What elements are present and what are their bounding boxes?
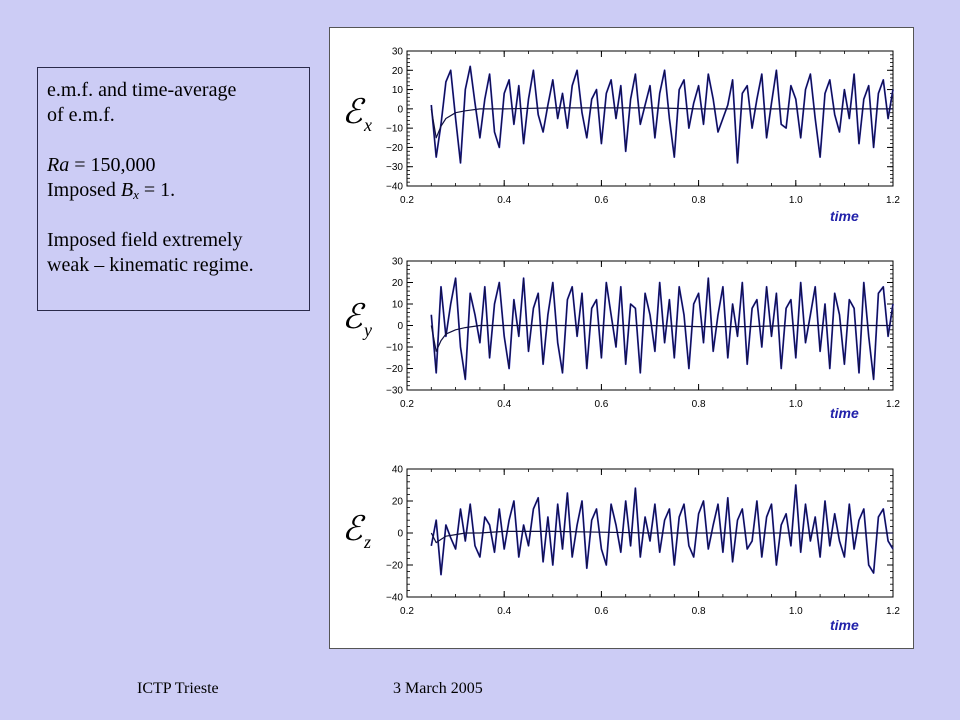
footer-location: ICTP Trieste bbox=[137, 680, 219, 697]
imposed-subscript: x bbox=[133, 187, 139, 202]
chart-2-xtick-label: 1.0 bbox=[789, 399, 803, 410]
chart-1-ytick-label: 10 bbox=[392, 85, 404, 96]
chart-2-ytick-label: −30 bbox=[386, 386, 403, 397]
chart-1-frame bbox=[406, 50, 894, 187]
imposed-value: = 1. bbox=[138, 179, 176, 201]
chart-2-average-line bbox=[430, 324, 893, 352]
chart-3-xtick-label: 0.4 bbox=[497, 606, 511, 617]
imposed-field: Imposed Bx = 1. bbox=[47, 178, 309, 203]
chart-2-xtick-label: 0.4 bbox=[497, 399, 511, 410]
chart-2-xlabel: time bbox=[830, 405, 859, 421]
footer-date: 3 March 2005 bbox=[393, 680, 483, 697]
chart-3-ytick-label: 20 bbox=[392, 497, 404, 508]
chart-3-xtick-label: 0.2 bbox=[400, 606, 414, 617]
chart-2-ytick-label: 0 bbox=[397, 321, 403, 332]
rayleigh-value: = 150,000 bbox=[69, 154, 156, 176]
chart-1-ytick-label: 30 bbox=[392, 47, 404, 58]
rayleigh-number: Ra = 150,000 bbox=[47, 153, 309, 178]
chart-1-xtick-label: 0.8 bbox=[692, 195, 706, 206]
chart-2-ytick-label: 30 bbox=[392, 257, 404, 268]
imposed-symbol: B bbox=[120, 179, 134, 201]
chart-2-ytick-label: 20 bbox=[392, 278, 404, 289]
chart-1-ylabel-subscript: x bbox=[363, 115, 372, 135]
imposed-prefix: Imposed bbox=[47, 179, 121, 201]
description-gap-2 bbox=[47, 203, 309, 228]
chart-3-ytick-label: 40 bbox=[392, 465, 404, 476]
rayleigh-symbol: Ra bbox=[47, 154, 70, 176]
chart-1-xlabel: time bbox=[830, 208, 859, 224]
chart-1-ytick-label: −10 bbox=[386, 124, 403, 135]
description-line-1: e.m.f. and time-average bbox=[47, 79, 237, 101]
chart-2-emf-line bbox=[430, 277, 894, 380]
chart-1-emf-line bbox=[430, 65, 894, 164]
chart-3-xtick-label: 0.6 bbox=[594, 606, 608, 617]
description-line-6: weak – kinematic regime. bbox=[47, 254, 254, 276]
chart-3-ytick-label: 0 bbox=[397, 529, 403, 540]
plots-svg: 0.2 0.4 0.6 0.8 1.0 1.2 30 20 10 0 −10 −20 −30 −40 ℰ x t… bbox=[342, 47, 900, 634]
chart-3-xtick-label: 0.8 bbox=[692, 606, 706, 617]
chart-1-ytick-label: −30 bbox=[386, 162, 403, 173]
chart-2-xtick-label: 0.6 bbox=[594, 399, 608, 410]
chart-3-xtick-label: 1.0 bbox=[789, 606, 803, 617]
chart-3-ylabel-subscript: z bbox=[363, 532, 371, 552]
description-line-2: of e.m.f. bbox=[47, 104, 115, 126]
chart-2-ytick-label: −10 bbox=[386, 343, 403, 354]
chart-2-xtick-label: 0.2 bbox=[400, 399, 414, 410]
chart-3-xlabel: time bbox=[830, 617, 859, 633]
chart-1-ylabel-symbol: ℰ bbox=[342, 94, 366, 131]
chart-3-ytick-label: −40 bbox=[386, 593, 403, 604]
chart-1-ytick-label: −40 bbox=[386, 182, 403, 193]
chart-3-ytick-label: −20 bbox=[386, 561, 403, 572]
chart-2-ylabel-symbol: ℰ bbox=[342, 299, 366, 336]
description-box: e.m.f. and time-average of e.m.f. Ra = 1… bbox=[37, 67, 310, 311]
chart-1-ytick-label: −20 bbox=[386, 143, 403, 154]
chart-2-xtick-label: 0.8 bbox=[692, 399, 706, 410]
chart-2-xtick-label: 1.2 bbox=[886, 399, 900, 410]
chart-3-xtick-label: 1.2 bbox=[886, 606, 900, 617]
chart-3-emf-shadow-line bbox=[430, 484, 894, 576]
chart-2-ytick-label: −20 bbox=[386, 364, 403, 375]
chart-1-ytick-label: 0 bbox=[397, 104, 403, 115]
chart-3-average-line bbox=[430, 530, 893, 544]
description-gap bbox=[47, 128, 309, 153]
description-line-5: Imposed field extremely bbox=[47, 229, 243, 251]
chart-1-xtick-label: 1.0 bbox=[789, 195, 803, 206]
chart-1-xtick-label: 0.6 bbox=[594, 195, 608, 206]
chart-2-ylabel-subscript: y bbox=[362, 320, 372, 340]
chart-1-xtick-label: 0.4 bbox=[497, 195, 511, 206]
chart-1-average-line bbox=[430, 107, 893, 139]
chart-3-emf-line bbox=[430, 484, 894, 576]
chart-1-ytick-label: 20 bbox=[392, 66, 404, 77]
chart-2-ytick-label: 10 bbox=[392, 300, 404, 311]
chart-3-ylabel-symbol: ℰ bbox=[342, 511, 366, 548]
chart-1-xtick-label: 0.2 bbox=[400, 195, 414, 206]
chart-1-xtick-label: 1.2 bbox=[886, 195, 900, 206]
